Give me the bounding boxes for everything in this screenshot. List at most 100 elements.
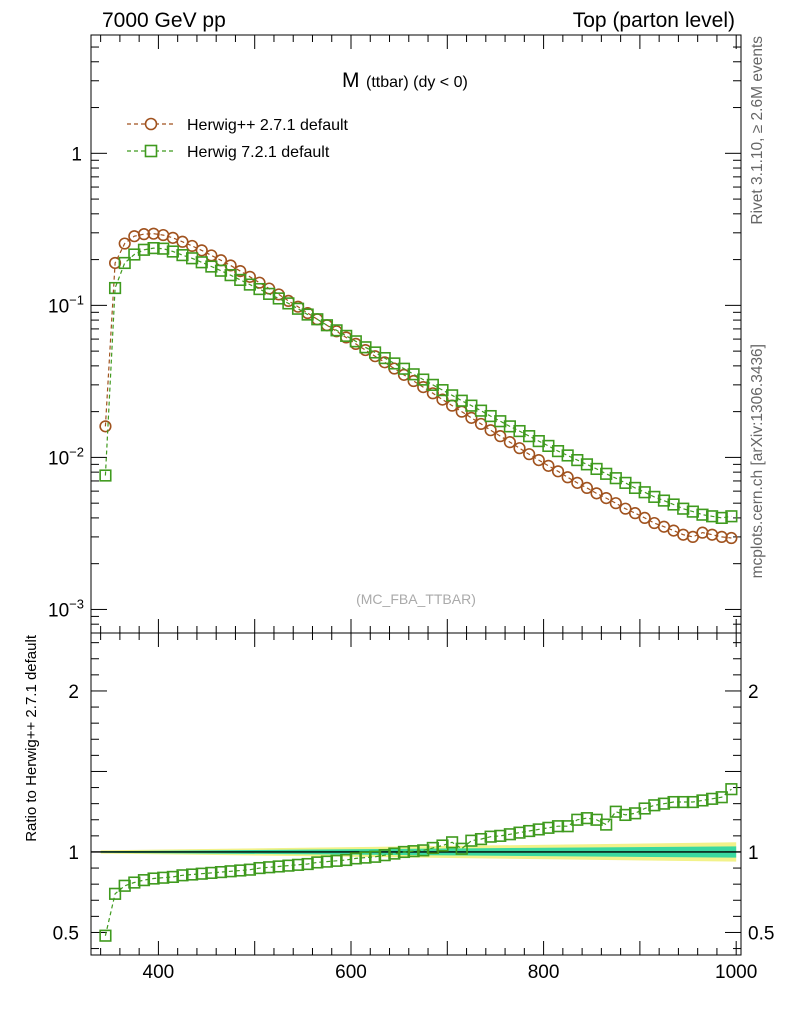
ratio-herwig7-point [609, 805, 622, 818]
legend-entry-herwigpp: Herwig++ 2.7.1 default [127, 117, 349, 134]
herwig7-point [600, 467, 613, 480]
herwigpp-point [628, 507, 642, 520]
herwig7-point [667, 498, 680, 511]
main-series [99, 227, 738, 545]
ratio-herwig7-point [388, 847, 401, 860]
x-tick-label: 600 [335, 962, 367, 983]
herwigpp-point [542, 459, 555, 472]
ratio-y-tick-label-left: 0.5 [53, 923, 79, 944]
herwig7-point [137, 243, 151, 256]
legend-marker-circle [144, 117, 158, 131]
herwigpp-point [725, 531, 738, 545]
herwig7-point [108, 281, 122, 295]
herwig7-point [205, 260, 218, 273]
herwigpp-point [706, 528, 719, 541]
ratio-herwig7-point [320, 855, 334, 868]
herwigpp-point [523, 448, 536, 461]
herwigpp-line [104, 233, 732, 539]
ratio-herwig7-point [272, 860, 285, 873]
herwig7-point [195, 256, 208, 269]
ratio-herwig7-point [282, 859, 295, 872]
ratio-herwig7-point [600, 818, 613, 831]
ratio-herwig7-point [657, 797, 671, 810]
y-tick-label: 10−1 [48, 292, 84, 317]
herwigpp-point [580, 481, 594, 495]
ratio-herwig7-point [214, 865, 228, 879]
ratio-herwig7-point [99, 929, 112, 942]
herwig7-point [551, 445, 565, 458]
ratio-herwig7-point [561, 820, 574, 833]
herwigpp-point [186, 239, 199, 253]
ratio-herwig7-point [359, 851, 372, 864]
ratio-herwig7-line [104, 788, 732, 936]
herwigpp-point [397, 368, 411, 381]
ratio-herwig7-point [205, 866, 218, 879]
ratio-y-tick-label-right: 2 [748, 682, 759, 703]
ratio-herwig7-point [436, 839, 449, 852]
ratio-herwig7-point [234, 864, 247, 877]
herwigpp-point [243, 270, 256, 283]
ratio-herwig7-point [619, 808, 632, 822]
ratio-y-ticks [91, 642, 741, 950]
ratio-herwig7-point [494, 829, 507, 842]
ratio-herwig7-point [542, 821, 555, 834]
ratio-herwig7-point [696, 794, 709, 807]
chart-title-main: M [342, 69, 360, 92]
herwigpp-point [715, 530, 728, 544]
legend-marker-square [144, 144, 158, 158]
herwigpp-point [590, 487, 603, 500]
herwig7-point [648, 490, 661, 503]
ratio-herwig7-point [706, 792, 719, 805]
ratio-herwig7-point [523, 824, 536, 838]
herwigpp-point [494, 430, 507, 443]
herwigpp-point [561, 471, 574, 484]
ratio-herwig7-point [166, 870, 179, 884]
ratio-herwig7-point [397, 845, 411, 859]
ratio-y-tick-label-left: 1 [68, 843, 79, 864]
x-tick-label: 1000 [715, 962, 757, 983]
herwigpp-point [571, 476, 584, 489]
herwig7-point [628, 481, 642, 495]
ratio-herwig7-point [311, 856, 324, 869]
ratio-frame [90, 632, 742, 956]
ratio-herwig7-point [186, 868, 199, 881]
watermark: (MC_FBA_TTBAR) [356, 591, 476, 607]
header-left: 7000 GeV pp [102, 9, 226, 32]
main-panel: 10−3 10−2 10−1 1 M (ttbar) (dy < 0) Herwig+… [48, 34, 742, 634]
ratio-herwig7-point [580, 812, 594, 825]
ratio-herwig7-point [368, 850, 382, 863]
ratio-herwig7-point [340, 853, 353, 867]
herwigpp-point [234, 265, 247, 278]
ratio-herwig7-point [157, 871, 170, 884]
legend-entry-herwig7: Herwig 7.2.1 default [127, 144, 330, 161]
herwigpp-point [137, 228, 151, 241]
ratio-herwig7-point [378, 849, 391, 862]
herwig7-point [166, 245, 179, 258]
ratio-herwig7-point [128, 876, 141, 889]
ratio-herwig7-point [147, 872, 160, 885]
ratio-herwig7-point [330, 854, 343, 867]
herwig7-point [176, 249, 189, 262]
chart-title-sub: (ttbar) (dy < 0) [366, 74, 468, 91]
ratio-y-tick-label-left: 2 [68, 682, 79, 703]
main-y-ticks [91, 34, 741, 634]
herwigpp-point [417, 380, 430, 394]
y-tick-label: 10−2 [48, 444, 84, 469]
ratio-series [99, 783, 738, 942]
ratio-herwig7-point [715, 791, 728, 804]
ratio-herwig7-point [108, 887, 122, 900]
herwig7-point [715, 511, 728, 525]
ratio-herwig7-point [677, 795, 690, 809]
ratio-herwig7-point [532, 823, 545, 836]
ratio-herwig7-point [137, 874, 151, 887]
herwig7-point [214, 264, 228, 277]
ratio-herwig7-point [417, 844, 430, 857]
header-right: Top (parton level) [573, 9, 735, 32]
herwig7-point [99, 469, 112, 482]
ratio-y-axis-label: Ratio to Herwig++ 2.7.1 default [23, 634, 40, 842]
herwigpp-point [426, 387, 439, 400]
ratio-herwig7-point [407, 845, 420, 858]
ratio-herwig7-point [638, 802, 651, 815]
ratio-herwig7-point [349, 852, 362, 865]
